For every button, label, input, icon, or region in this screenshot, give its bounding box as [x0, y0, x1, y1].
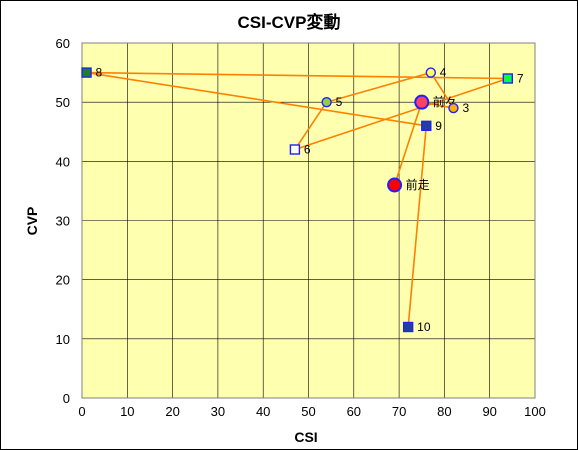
y-tick-label: 30 [56, 214, 70, 229]
x-tick-label: 0 [78, 404, 85, 419]
point-label: 10 [417, 320, 431, 334]
x-tick-label: 70 [392, 404, 406, 419]
point-label: 8 [96, 66, 103, 80]
chart-title: CSI-CVP変動 [237, 13, 341, 32]
point-label: 3 [462, 101, 469, 115]
x-tick-label: 100 [524, 404, 546, 419]
data-point [321, 96, 332, 108]
x-tick-label: 80 [437, 404, 451, 419]
x-tick-label: 20 [165, 404, 179, 419]
y-tick-label: 20 [56, 273, 70, 288]
point-label: 7 [517, 72, 524, 86]
data-point [81, 67, 92, 78]
data-point [425, 67, 437, 78]
series-line [86, 71, 509, 328]
y-tick-label: 10 [56, 332, 70, 347]
x-axis-label: CSI [294, 429, 317, 445]
y-tick-label: 0 [63, 391, 70, 406]
data-point [402, 321, 414, 333]
point-label: 5 [336, 95, 343, 109]
data-point [502, 73, 514, 84]
x-tick-label: 60 [347, 404, 361, 419]
x-tick-label: 10 [120, 404, 134, 419]
x-tick-label: 50 [301, 404, 315, 419]
data-point [421, 120, 432, 132]
x-tick-label: 30 [211, 404, 225, 419]
y-tick-label: 40 [56, 154, 70, 169]
data-point [289, 144, 301, 155]
y-tick-label: 60 [56, 36, 70, 51]
data-point [414, 94, 430, 110]
point-label: 前走 [406, 177, 430, 192]
point-label: 4 [440, 66, 447, 80]
y-axis-label: CVP [24, 207, 40, 236]
data-point [387, 177, 403, 193]
point-label: 9 [435, 119, 442, 133]
point-label: 6 [304, 143, 311, 157]
x-tick-label: 90 [482, 404, 496, 419]
plot-border [81, 42, 536, 399]
data-point [448, 102, 459, 114]
y-tick-label: 50 [56, 95, 70, 110]
x-tick-label: 40 [256, 404, 270, 419]
